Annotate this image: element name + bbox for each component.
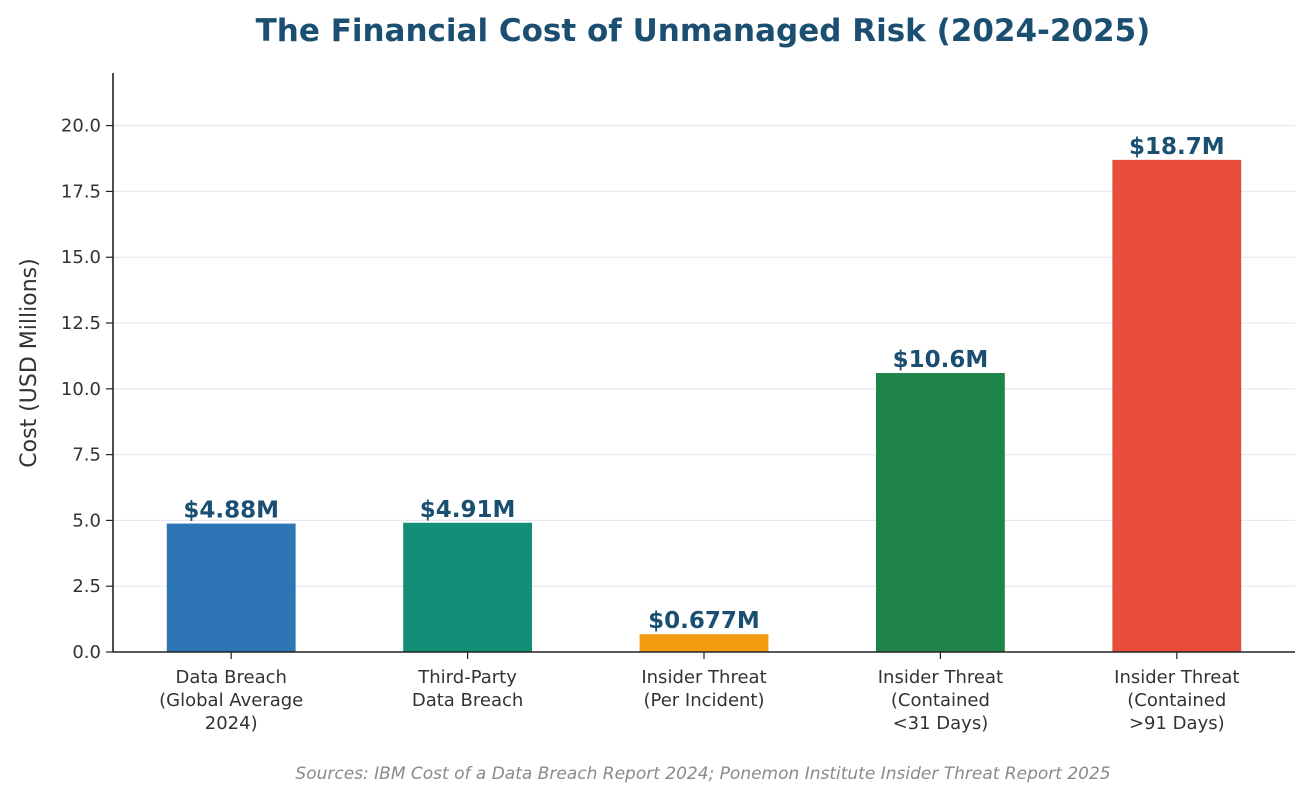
grid-lines — [113, 125, 1295, 587]
y-tick-label: 0.0 — [72, 642, 101, 663]
y-axis-label: Cost (USD Millions) — [17, 258, 42, 467]
bar-value-label: $0.677M — [648, 608, 760, 634]
x-tick-label: Insider Threat — [641, 667, 766, 688]
source-note: Sources: IBM Cost of a Data Breach Repor… — [295, 764, 1110, 784]
bar-value-label: $10.6M — [893, 347, 989, 373]
bar — [1112, 159, 1242, 652]
y-axis-ticks: 0.0 2.5 5.0 7.5 10.0 12.5 15.0 17.5 20.0 — [61, 116, 113, 663]
x-tick-label: (Per Incident) — [643, 690, 764, 711]
y-tick-label: 2.5 — [72, 576, 101, 597]
x-tick-label: Insider Threat — [878, 667, 1003, 688]
y-tick-label: 5.0 — [72, 510, 101, 531]
bar — [166, 523, 296, 652]
x-axis-ticks: Data Breach(Global Average2024)Third-Par… — [159, 652, 1239, 734]
bar — [875, 373, 1005, 652]
x-tick-label: 2024) — [205, 713, 258, 734]
x-tick-label: Data Breach — [175, 667, 286, 688]
bar-value-label: $18.7M — [1129, 134, 1225, 160]
x-tick-label: >91 Days) — [1129, 713, 1225, 734]
x-tick-label: (Global Average — [159, 690, 303, 711]
y-tick-label: 15.0 — [61, 247, 101, 268]
bar — [639, 634, 769, 652]
y-tick-label: 17.5 — [61, 181, 101, 202]
y-tick-label: 10.0 — [61, 379, 101, 400]
x-tick-label: Data Breach — [412, 690, 523, 711]
bars — [166, 159, 1242, 652]
x-tick-label: <31 Days) — [893, 713, 989, 734]
bar — [403, 522, 533, 652]
bar-value-label: $4.88M — [183, 498, 279, 524]
y-tick-label: 12.5 — [61, 313, 101, 334]
x-tick-label: (Contained — [1127, 690, 1226, 711]
y-tick-label: 20.0 — [61, 116, 101, 137]
bar-value-label: $4.91M — [420, 497, 516, 523]
data-labels: $4.88M $4.91M $0.677M $10.6M $18.7M — [183, 134, 1224, 634]
x-tick-label: Third-Party — [417, 667, 517, 688]
x-tick-label: (Contained — [891, 690, 990, 711]
y-tick-label: 7.5 — [72, 445, 101, 466]
x-tick-label: Insider Threat — [1114, 667, 1239, 688]
chart-title: The Financial Cost of Unmanaged Risk (20… — [256, 13, 1151, 49]
